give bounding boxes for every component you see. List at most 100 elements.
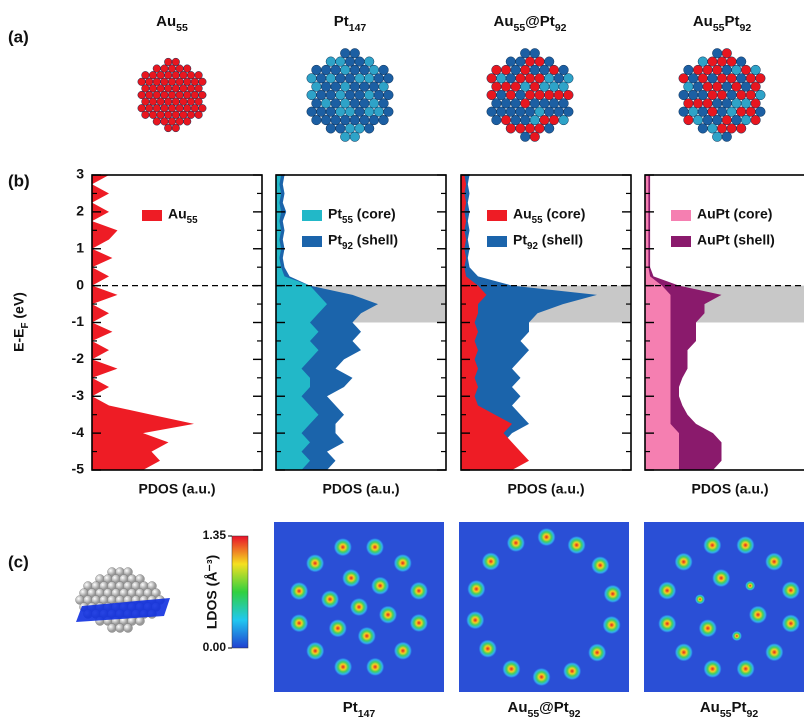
legend-label: Au55 xyxy=(168,206,198,226)
atom xyxy=(180,85,188,93)
atom xyxy=(379,65,389,75)
atom xyxy=(736,90,746,100)
atom xyxy=(199,78,207,86)
atom xyxy=(191,104,199,112)
atom xyxy=(511,65,521,75)
atom xyxy=(336,124,346,134)
ldos-spot xyxy=(410,614,428,632)
atom xyxy=(307,107,317,117)
atom xyxy=(183,118,191,126)
y-tick-label: -3 xyxy=(72,387,85,403)
atom xyxy=(379,82,389,92)
atom xyxy=(336,57,346,67)
atom xyxy=(374,73,384,83)
atom xyxy=(525,90,535,100)
atom xyxy=(698,90,708,100)
atom xyxy=(492,65,502,75)
map-label: Au55@Pt92 xyxy=(507,699,580,719)
atom xyxy=(360,99,370,109)
y-tick-label: -4 xyxy=(72,424,85,440)
ldos-spot xyxy=(712,569,730,587)
ldos-spot xyxy=(410,582,428,600)
atom xyxy=(520,132,530,142)
atom xyxy=(506,124,516,134)
atom xyxy=(736,107,746,117)
atom xyxy=(727,57,737,67)
atom xyxy=(191,91,199,99)
atom xyxy=(520,82,530,92)
atom xyxy=(355,57,365,67)
atom xyxy=(530,115,540,125)
atom xyxy=(316,90,326,100)
atom xyxy=(712,115,722,125)
ldos-spot xyxy=(703,536,721,554)
ldos-spot xyxy=(306,554,324,572)
atom xyxy=(544,124,554,134)
atom xyxy=(355,124,365,134)
atom xyxy=(559,65,569,75)
atom xyxy=(727,73,737,83)
atom xyxy=(374,107,384,117)
atom xyxy=(549,115,559,125)
atom xyxy=(732,82,742,92)
colorbar-tick-label: 0.00 xyxy=(203,640,227,654)
ldos-spot xyxy=(736,536,754,554)
atom xyxy=(364,107,374,117)
ldos-spot xyxy=(334,538,352,556)
atom xyxy=(684,115,694,125)
atom xyxy=(379,99,389,109)
atom xyxy=(727,107,737,117)
atom xyxy=(145,78,153,86)
atom xyxy=(544,90,554,100)
atom xyxy=(355,73,365,83)
atom xyxy=(564,73,574,83)
atom xyxy=(516,124,526,134)
atom xyxy=(727,124,737,134)
ldos-spot xyxy=(507,534,525,552)
atom xyxy=(168,118,176,126)
ldos-spot xyxy=(306,642,324,660)
atom xyxy=(530,65,540,75)
atom xyxy=(145,91,153,99)
atom xyxy=(698,107,708,117)
atom xyxy=(161,65,169,73)
ldos-map xyxy=(459,522,629,692)
atom xyxy=(384,90,394,100)
atom xyxy=(364,124,374,134)
atom xyxy=(501,99,511,109)
atom xyxy=(712,132,722,142)
atom xyxy=(331,115,341,125)
atom xyxy=(350,48,360,58)
atom xyxy=(544,57,554,67)
atom xyxy=(487,73,497,83)
atom xyxy=(688,73,698,83)
atom xyxy=(741,99,751,109)
atom xyxy=(492,115,502,125)
atom xyxy=(384,73,394,83)
atom xyxy=(183,65,191,73)
cluster-title: Au55Pt92 xyxy=(693,13,752,34)
atom xyxy=(153,91,161,99)
atom xyxy=(535,107,545,117)
atom xyxy=(496,73,506,83)
atom xyxy=(199,104,207,112)
atom xyxy=(736,124,746,134)
atom xyxy=(199,91,207,99)
atom xyxy=(176,104,184,112)
atom xyxy=(180,71,188,79)
atom xyxy=(530,82,540,92)
atom xyxy=(153,65,161,73)
atom xyxy=(172,71,180,79)
atom xyxy=(345,73,355,83)
atom xyxy=(145,104,153,112)
atom xyxy=(684,65,694,75)
atom xyxy=(369,82,379,92)
atom xyxy=(345,57,355,67)
atom xyxy=(496,90,506,100)
atom xyxy=(176,91,184,99)
atom xyxy=(176,118,184,126)
atom xyxy=(727,90,737,100)
atom xyxy=(331,82,341,92)
legend-swatch xyxy=(302,210,322,221)
atom xyxy=(350,82,360,92)
